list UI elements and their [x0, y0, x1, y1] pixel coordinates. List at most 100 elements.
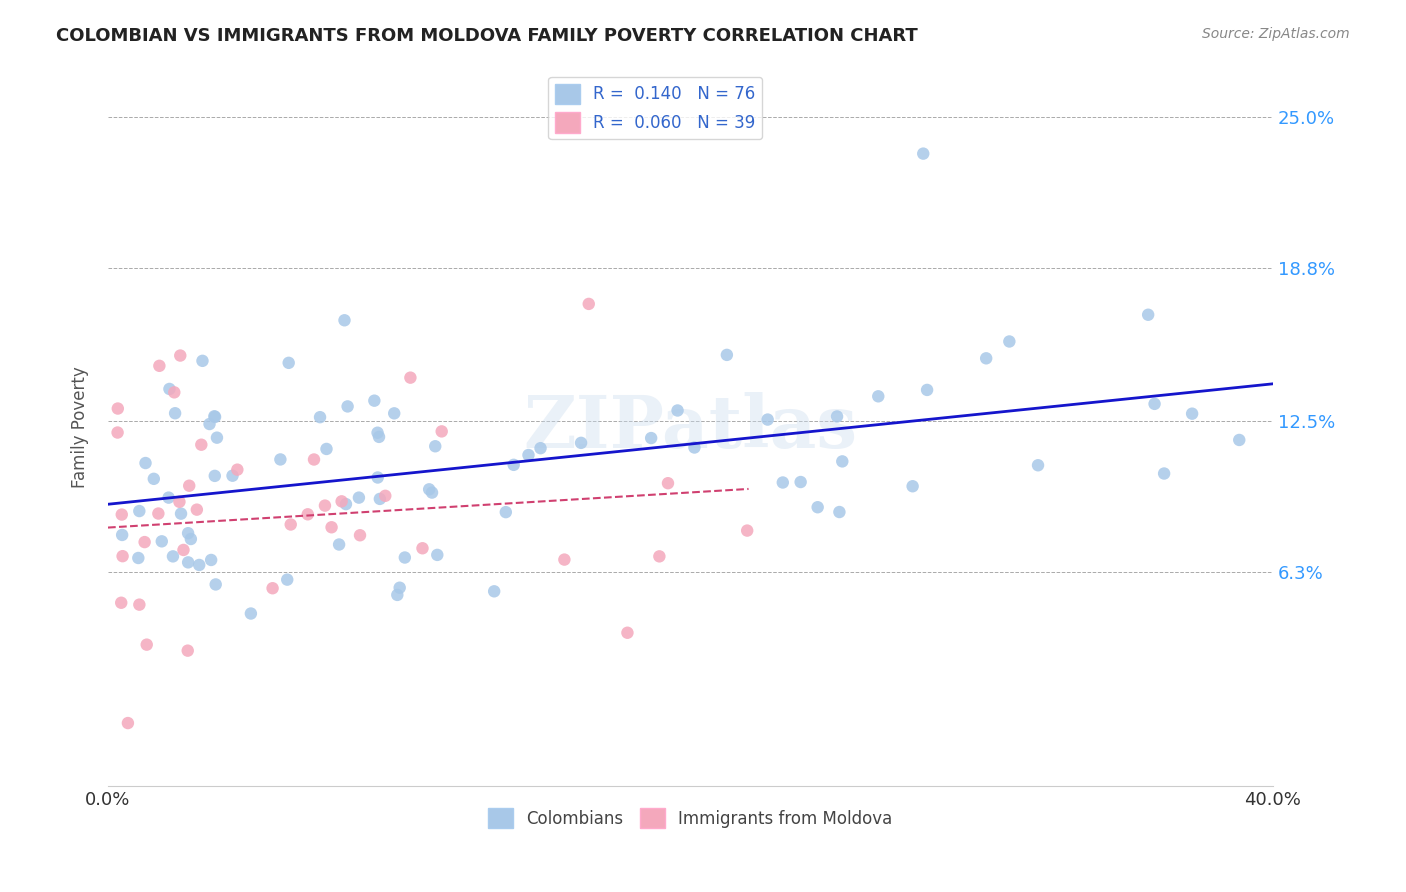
- Point: [165, 406, 187, 420]
- Point: [177, 643, 200, 657]
- Point: [128, 504, 150, 518]
- Y-axis label: Family Poverty: Family Poverty: [72, 367, 89, 488]
- Point: [297, 508, 319, 522]
- Point: [367, 425, 389, 440]
- Point: [162, 549, 184, 564]
- Point: [269, 452, 291, 467]
- Point: [336, 400, 359, 414]
- Point: [374, 489, 396, 503]
- Point: [807, 500, 830, 515]
- Point: [553, 552, 575, 566]
- Point: [368, 430, 391, 444]
- Point: [202, 409, 225, 424]
- Point: [657, 476, 679, 491]
- Point: [117, 716, 139, 731]
- Point: [135, 638, 157, 652]
- Point: [330, 494, 353, 508]
- Point: [163, 385, 186, 400]
- Point: [110, 596, 132, 610]
- Point: [683, 441, 706, 455]
- Point: [277, 356, 299, 370]
- Point: [368, 491, 391, 506]
- Point: [134, 535, 156, 549]
- Point: [915, 383, 938, 397]
- Point: [172, 543, 194, 558]
- Point: [517, 448, 540, 462]
- Point: [418, 483, 440, 497]
- Point: [321, 520, 343, 534]
- Point: [901, 479, 924, 493]
- Point: [150, 534, 173, 549]
- Point: [420, 485, 443, 500]
- Point: [716, 348, 738, 362]
- Point: [169, 495, 191, 509]
- Point: [191, 354, 214, 368]
- Point: [169, 349, 191, 363]
- Point: [205, 431, 228, 445]
- Point: [148, 507, 170, 521]
- Point: [198, 417, 221, 431]
- Point: [735, 524, 758, 538]
- Text: ZIPatlas: ZIPatlas: [523, 392, 858, 463]
- Point: [569, 435, 592, 450]
- Point: [502, 458, 524, 472]
- Point: [204, 577, 226, 591]
- Legend: Colombians, Immigrants from Moldova: Colombians, Immigrants from Moldova: [481, 801, 900, 835]
- Point: [127, 551, 149, 566]
- Point: [157, 491, 180, 505]
- Point: [276, 573, 298, 587]
- Point: [382, 406, 405, 420]
- Point: [134, 456, 156, 470]
- Point: [1143, 397, 1166, 411]
- Point: [349, 528, 371, 542]
- Point: [148, 359, 170, 373]
- Point: [772, 475, 794, 490]
- Point: [578, 297, 600, 311]
- Point: [239, 607, 262, 621]
- Point: [280, 517, 302, 532]
- Point: [1137, 308, 1160, 322]
- Point: [190, 438, 212, 452]
- Point: [328, 537, 350, 551]
- Point: [648, 549, 671, 564]
- Point: [425, 439, 447, 453]
- Point: [204, 409, 226, 424]
- Point: [912, 146, 935, 161]
- Point: [180, 532, 202, 546]
- Point: [825, 409, 848, 424]
- Text: Source: ZipAtlas.com: Source: ZipAtlas.com: [1202, 27, 1350, 41]
- Point: [529, 441, 551, 455]
- Point: [1227, 433, 1250, 447]
- Point: [789, 475, 811, 489]
- Point: [177, 526, 200, 541]
- Point: [616, 625, 638, 640]
- Point: [482, 584, 505, 599]
- Point: [1153, 467, 1175, 481]
- Point: [666, 403, 689, 417]
- Point: [868, 389, 890, 403]
- Point: [640, 431, 662, 445]
- Point: [111, 528, 134, 542]
- Point: [335, 497, 357, 511]
- Point: [314, 499, 336, 513]
- Point: [159, 382, 181, 396]
- Point: [367, 470, 389, 484]
- Point: [200, 553, 222, 567]
- Point: [111, 508, 134, 522]
- Point: [333, 313, 356, 327]
- Point: [756, 412, 779, 426]
- Point: [142, 472, 165, 486]
- Point: [170, 507, 193, 521]
- Point: [226, 463, 249, 477]
- Point: [828, 505, 851, 519]
- Point: [411, 541, 433, 556]
- Point: [111, 549, 134, 564]
- Point: [831, 454, 853, 468]
- Point: [221, 468, 243, 483]
- Point: [388, 581, 411, 595]
- Point: [974, 351, 997, 366]
- Text: COLOMBIAN VS IMMIGRANTS FROM MOLDOVA FAMILY POVERTY CORRELATION CHART: COLOMBIAN VS IMMIGRANTS FROM MOLDOVA FAM…: [56, 27, 918, 45]
- Point: [1026, 458, 1049, 473]
- Point: [204, 468, 226, 483]
- Point: [262, 581, 284, 595]
